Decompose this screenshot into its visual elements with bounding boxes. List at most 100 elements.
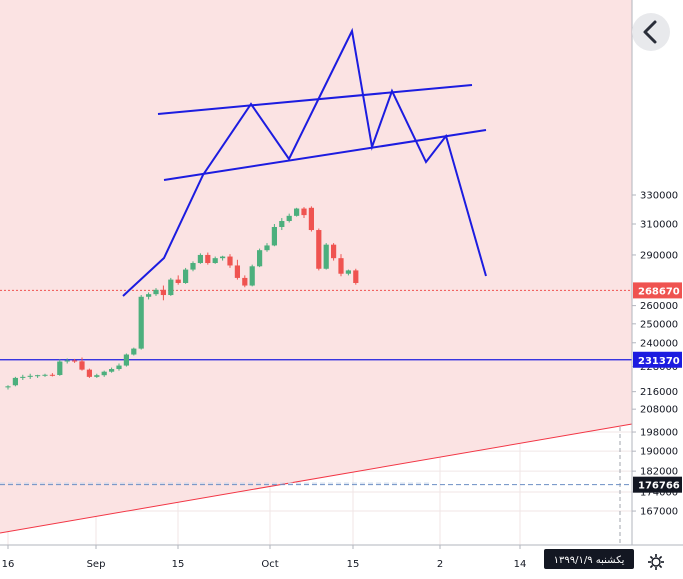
price-label-text: 176766 — [638, 481, 680, 492]
candle-body — [160, 289, 166, 296]
candle-body — [20, 376, 26, 378]
candle-body — [257, 250, 263, 267]
candle — [220, 255, 226, 261]
dashed-level-label[interactable]: 176766 — [633, 476, 682, 493]
price-tick-label: 250000 — [640, 319, 678, 330]
candle — [316, 228, 322, 271]
candle — [183, 267, 189, 284]
time-tick-label: 15 — [172, 559, 185, 570]
candle — [353, 268, 359, 285]
candle — [101, 370, 107, 377]
time-tick-label: 16 — [2, 559, 15, 570]
chevron-left-icon — [643, 20, 657, 44]
candle — [212, 256, 218, 264]
candle-body — [316, 230, 322, 269]
candle — [153, 288, 159, 296]
candle — [72, 358, 78, 363]
last-price-label[interactable]: 268670 — [633, 282, 682, 299]
candle — [331, 243, 337, 261]
candle — [301, 207, 307, 219]
candle-body — [249, 266, 255, 286]
support-line-label[interactable]: 231370 — [633, 351, 682, 368]
pattern-drawings[interactable] — [122, 27, 487, 297]
candle-body — [331, 244, 337, 259]
back-button[interactable] — [632, 13, 670, 51]
price-tick-label: 208000 — [640, 405, 678, 416]
candle — [323, 243, 329, 270]
candle — [64, 358, 70, 364]
candle-body — [190, 263, 196, 270]
price-label-text: 231370 — [638, 356, 680, 367]
candle — [345, 269, 351, 276]
price-tick-label: 310000 — [640, 220, 678, 231]
time-tick-label: 15 — [347, 559, 360, 570]
candle — [279, 218, 285, 231]
date-badge-text: یکشنبه ۱۳۹۹/۱/۹ — [554, 555, 625, 566]
price-label-text: 268670 — [638, 286, 680, 297]
candle-body — [197, 254, 203, 264]
price-tick-label: 167000 — [640, 507, 678, 518]
candle — [94, 373, 100, 378]
candle — [308, 206, 314, 232]
candle-body — [79, 361, 85, 370]
candle-body — [168, 279, 174, 296]
candle-body — [64, 360, 70, 362]
candle-body — [131, 348, 137, 355]
candle-body — [138, 296, 144, 349]
price-axis[interactable]: 167000 174000 182000 190000 198000 208000 2160… — [631, 0, 683, 545]
candle — [338, 254, 344, 277]
price-tick-label: 198000 — [640, 428, 678, 439]
candle-body — [175, 279, 181, 283]
candle-body — [12, 377, 18, 386]
candles — [5, 206, 359, 390]
price-levels — [0, 289, 632, 486]
zone-fill — [0, 0, 632, 533]
candle-body — [220, 256, 226, 259]
candle — [20, 374, 26, 380]
upper-channel-line — [157, 84, 473, 115]
price-tick-label: 216000 — [640, 387, 678, 398]
candle — [257, 248, 263, 268]
candle-body — [338, 258, 344, 274]
candle-body — [308, 207, 314, 231]
candle-body — [242, 277, 248, 286]
candle — [49, 373, 55, 377]
candle-body — [94, 375, 100, 377]
time-tick-label: 14 — [514, 559, 527, 570]
settings-button[interactable] — [648, 554, 664, 570]
candle — [42, 373, 48, 377]
price-path-drawing — [122, 27, 487, 297]
candle — [168, 277, 174, 296]
candle — [12, 376, 18, 387]
candle-body — [116, 365, 122, 370]
price-axis-bg — [632, 0, 683, 545]
candle-body — [153, 289, 159, 295]
candle-body — [49, 374, 55, 376]
price-tick-label: 190000 — [640, 447, 678, 458]
candle — [197, 253, 203, 264]
candle-body — [5, 386, 11, 388]
candle — [286, 213, 292, 223]
gear-icon — [648, 554, 664, 570]
candle — [242, 275, 248, 288]
candle-body — [35, 375, 41, 377]
time-tick-label: Oct — [261, 559, 278, 570]
candle — [131, 347, 137, 356]
candle — [57, 359, 63, 376]
candle-body — [286, 215, 292, 222]
candle-body — [42, 374, 48, 376]
price-label-bg — [633, 476, 682, 493]
shaded-zone — [0, 0, 633, 534]
candle — [271, 224, 277, 247]
candle — [79, 357, 85, 371]
candle — [249, 264, 255, 287]
neckline — [163, 129, 487, 181]
candle-body — [279, 221, 285, 228]
candle — [138, 295, 144, 350]
candle — [264, 243, 270, 252]
candle — [86, 368, 92, 378]
candle — [160, 285, 166, 301]
candle-body — [27, 375, 33, 377]
price-label-bg — [633, 351, 682, 368]
